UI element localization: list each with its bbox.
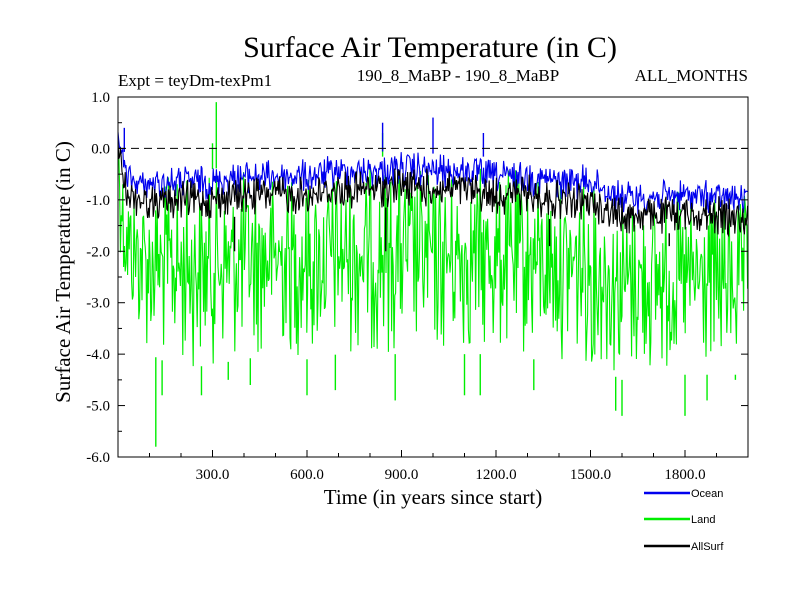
series-line-ocean <box>118 132 748 216</box>
series-line-land <box>118 153 748 371</box>
series-land <box>118 102 748 447</box>
plot-area <box>117 96 749 458</box>
y-axis-label: Surface Air Temperature (in C) <box>51 141 75 403</box>
series-allsurf <box>118 140 748 252</box>
series-line-allsurf <box>118 140 748 238</box>
y-tick-label: 1.0 <box>91 90 110 106</box>
legend: Ocean Land AllSurf <box>644 488 724 553</box>
y-tick-label: -2.0 <box>86 244 110 260</box>
x-axis-label: Time (in years since start) <box>324 485 543 509</box>
y-tick-label: -6.0 <box>86 450 110 466</box>
chart-subtitle-center: 190_8_MaBP - 190_8_MaBP <box>357 66 559 85</box>
x-tick-label: 1200.0 <box>475 467 516 483</box>
y-tick-label: -3.0 <box>86 296 110 312</box>
x-tick-label: 1500.0 <box>570 467 611 483</box>
chart-subtitle-left: Expt = teyDm-texPm1 <box>118 71 272 90</box>
chart-title: Surface Air Temperature (in C) <box>243 31 617 64</box>
x-tick-label: 900.0 <box>385 467 419 483</box>
legend-label-ocean: Ocean <box>691 488 723 500</box>
legend-label-allsurf: AllSurf <box>691 541 724 553</box>
chart-subtitle-right: ALL_MONTHS <box>635 66 748 85</box>
x-tick-label: 1800.0 <box>664 467 705 483</box>
y-axis: 1.0 0.0 -1.0 -2.0 -3.0 -4.0 -5.0 -6.0 <box>86 90 748 466</box>
y-tick-label: 0.0 <box>91 141 110 157</box>
y-tick-label: -1.0 <box>86 193 110 209</box>
series-ocean <box>118 117 748 216</box>
x-tick-label: 300.0 <box>196 467 230 483</box>
x-tick-label: 600.0 <box>290 467 324 483</box>
x-axis: 300.0 600.0 900.0 1200.0 1500.0 1800.0 <box>149 450 717 483</box>
y-tick-label: -5.0 <box>86 399 110 415</box>
y-tick-label: -4.0 <box>86 347 110 363</box>
legend-label-land: Land <box>691 514 715 526</box>
